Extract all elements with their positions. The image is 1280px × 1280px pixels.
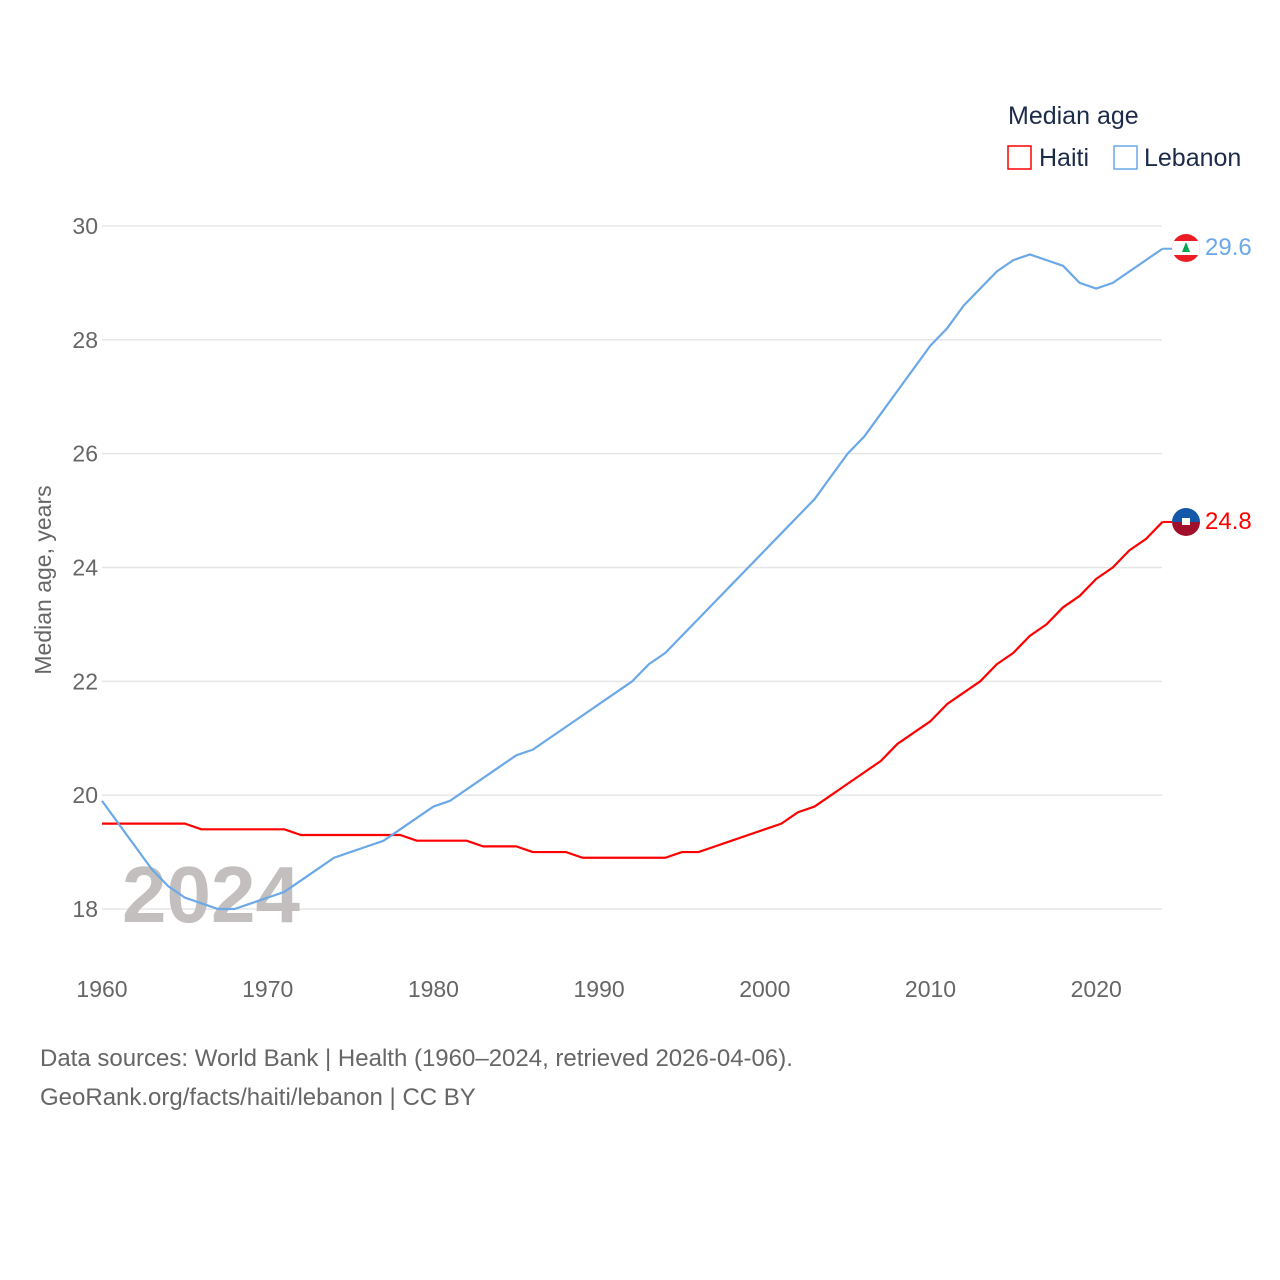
end-label-lebanon: 29.6 <box>1205 234 1252 261</box>
x-tick-label: 1960 <box>76 976 127 1002</box>
legend-label-lebanon: Lebanon <box>1144 144 1241 172</box>
series-lines <box>101 247 1172 911</box>
end-label-haiti: 24.8 <box>1205 508 1252 535</box>
x-tick-label: 2020 <box>1071 976 1122 1002</box>
y-tick-label: 22 <box>72 668 98 694</box>
y-axis-label: Median age, years <box>30 485 56 674</box>
x-tick-label: 1970 <box>242 976 293 1002</box>
y-tick-label: 28 <box>72 327 98 353</box>
x-tick-label: 1990 <box>574 976 625 1002</box>
legend-swatch-haiti <box>1007 145 1032 170</box>
y-tick-label: 24 <box>72 554 98 580</box>
legend-item-haiti[interactable]: Haiti <box>1007 144 1089 172</box>
legend-title: Median age <box>1008 102 1139 130</box>
legend-item-lebanon[interactable]: Lebanon <box>1113 144 1241 172</box>
data-source-text: Data sources: World Bank | Health (1960–… <box>40 1045 793 1072</box>
y-axis-ticks: 18 20 22 24 26 28 30 <box>72 213 98 922</box>
y-tick-label: 30 <box>72 213 98 239</box>
y-tick-label: 20 <box>72 782 98 808</box>
series-line-haiti <box>102 521 1164 859</box>
x-tick-label: 2000 <box>739 976 790 1002</box>
x-tick-label: 2010 <box>905 976 956 1002</box>
legend-label-haiti: Haiti <box>1039 144 1089 172</box>
x-tick-label: 1980 <box>408 976 459 1002</box>
lebanon-flag-icon <box>1172 234 1200 262</box>
legend-swatch-lebanon <box>1113 145 1138 170</box>
y-tick-label: 26 <box>72 441 98 467</box>
gridlines <box>102 225 1162 910</box>
series-line-lebanon <box>101 247 1164 911</box>
haiti-flag-icon <box>1172 508 1200 536</box>
x-axis-ticks: 1960 1970 1980 1990 2000 2010 2020 <box>76 976 1121 1002</box>
attribution-link[interactable]: GeoRank.org/facts/haiti/lebanon | CC BY <box>40 1084 476 1111</box>
y-tick-label: 18 <box>72 896 98 922</box>
year-watermark: 2024 <box>122 850 300 939</box>
